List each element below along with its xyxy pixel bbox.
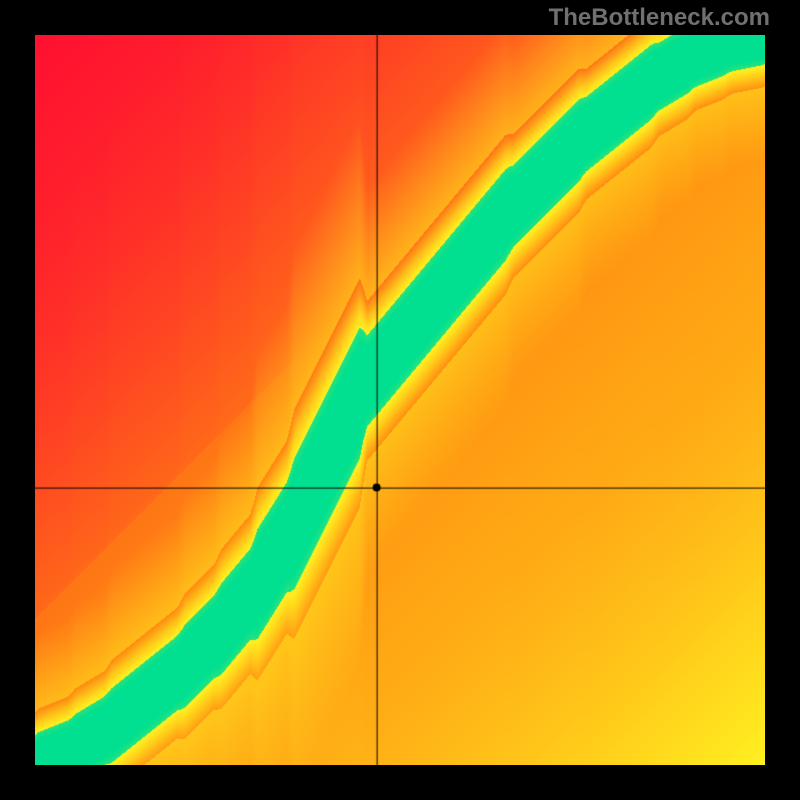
watermark-text: TheBottleneck.com [549, 4, 770, 32]
chart-container: TheBottleneck.com [0, 0, 800, 800]
bottleneck-heatmap [35, 35, 765, 765]
heatmap-canvas [35, 35, 765, 765]
